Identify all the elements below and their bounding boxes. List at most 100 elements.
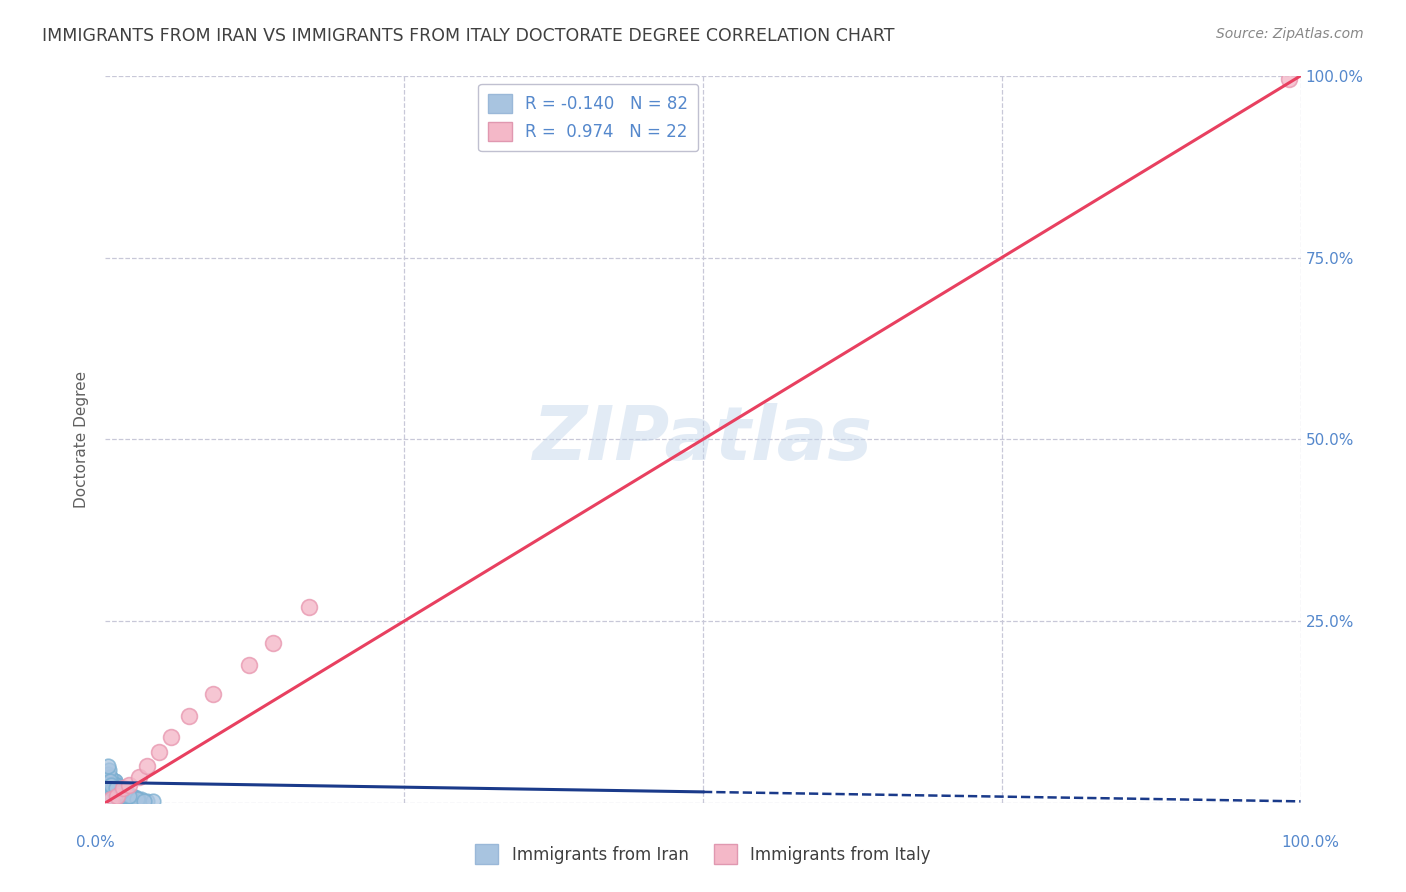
Point [105, 781, 128, 796]
Point [101, 781, 124, 796]
Point [107, 778, 129, 792]
Point [100, 778, 122, 792]
Legend: Immigrants from Iran, Immigrants from Italy: Immigrants from Iran, Immigrants from It… [468, 838, 938, 871]
Point [103, 781, 125, 796]
Point [129, 792, 153, 806]
Point [115, 789, 138, 803]
Point [112, 781, 135, 796]
Point [114, 789, 136, 803]
Point [107, 781, 129, 796]
Point [114, 789, 136, 803]
Point [122, 789, 145, 804]
Point [97, 766, 120, 780]
Point [111, 785, 134, 799]
Y-axis label: Doctorate Degree: Doctorate Degree [75, 371, 90, 508]
Point [114, 789, 136, 803]
Point [136, 759, 159, 773]
Point [132, 794, 155, 808]
Point [101, 774, 124, 789]
Point [112, 785, 135, 799]
Point [1277, 72, 1299, 87]
Text: IMMIGRANTS FROM IRAN VS IMMIGRANTS FROM ITALY DOCTORATE DEGREE CORRELATION CHART: IMMIGRANTS FROM IRAN VS IMMIGRANTS FROM … [42, 27, 894, 45]
Point [115, 785, 138, 799]
Point [120, 789, 142, 803]
Point [101, 781, 124, 796]
Point [100, 781, 122, 796]
Point [125, 792, 148, 806]
Point [177, 708, 201, 723]
Point [108, 785, 131, 799]
Point [118, 789, 141, 803]
Point [105, 778, 128, 792]
Point [114, 789, 136, 803]
Point [118, 789, 141, 803]
Point [111, 785, 134, 799]
Point [297, 599, 319, 614]
Point [202, 687, 225, 701]
Point [121, 789, 143, 804]
Point [112, 785, 135, 799]
Point [98, 785, 121, 799]
Point [98, 770, 121, 784]
Point [114, 789, 136, 803]
Point [120, 789, 142, 803]
Point [110, 785, 132, 799]
Point [100, 789, 122, 803]
Point [100, 792, 122, 806]
Point [107, 785, 129, 799]
Point [105, 781, 128, 796]
Point [98, 774, 121, 789]
Point [107, 785, 129, 799]
Point [104, 774, 127, 789]
Text: Source: ZipAtlas.com: Source: ZipAtlas.com [1216, 27, 1364, 41]
Point [97, 759, 120, 773]
Point [148, 745, 170, 759]
Point [118, 789, 141, 803]
Point [103, 785, 125, 799]
Point [238, 657, 260, 672]
Point [111, 789, 134, 803]
Point [142, 794, 165, 808]
Point [160, 731, 183, 745]
Text: 100.0%: 100.0% [1281, 836, 1340, 850]
Point [115, 789, 138, 803]
Point [117, 789, 139, 803]
Point [124, 792, 146, 806]
Point [136, 794, 159, 808]
Point [105, 778, 128, 792]
Point [108, 781, 131, 796]
Point [107, 785, 129, 799]
Point [100, 778, 122, 792]
Point [118, 778, 141, 792]
Point [110, 785, 132, 799]
Point [104, 781, 127, 796]
Text: ZIPatlas: ZIPatlas [533, 403, 873, 475]
Point [127, 792, 149, 806]
Point [103, 781, 125, 796]
Point [108, 785, 131, 799]
Text: 0.0%: 0.0% [76, 836, 115, 850]
Point [107, 781, 129, 796]
Point [103, 781, 125, 796]
Point [118, 789, 141, 803]
Point [98, 781, 121, 796]
Point [101, 778, 124, 792]
Point [98, 774, 121, 789]
Point [107, 781, 129, 796]
Point [262, 636, 284, 650]
Point [114, 789, 136, 803]
Point [104, 778, 127, 792]
Point [112, 785, 135, 799]
Point [121, 789, 143, 804]
Legend: R = -0.140   N = 82, R =  0.974   N = 22: R = -0.140 N = 82, R = 0.974 N = 22 [478, 84, 697, 151]
Point [101, 778, 124, 792]
Point [107, 789, 129, 803]
Point [128, 770, 150, 784]
Point [124, 789, 146, 804]
Point [98, 770, 121, 784]
Point [104, 774, 127, 789]
Point [98, 763, 121, 777]
Point [121, 789, 143, 803]
Point [100, 781, 122, 796]
Point [118, 789, 141, 803]
